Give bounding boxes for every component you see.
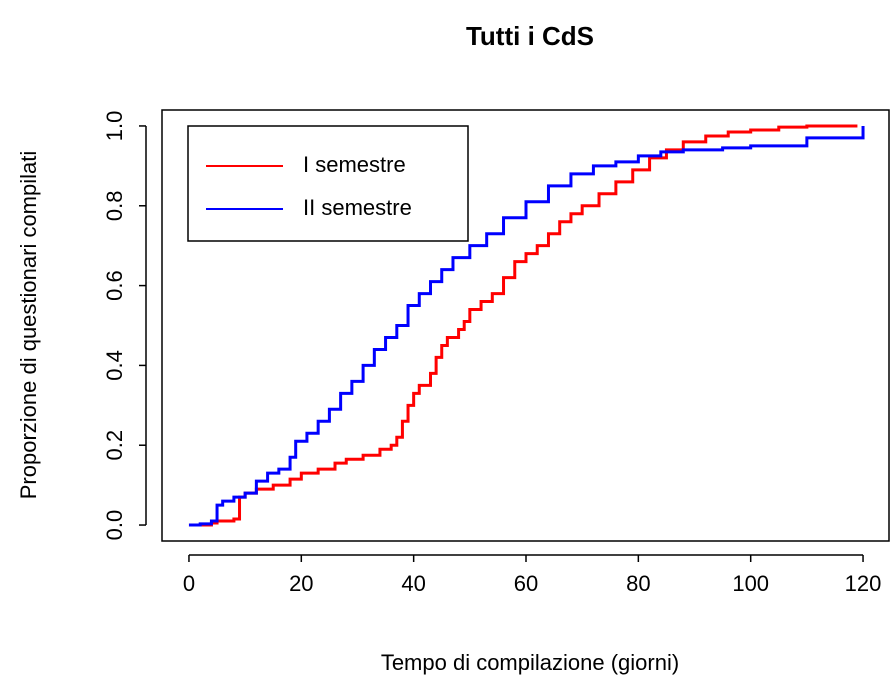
series-line bbox=[188, 125, 865, 527]
x-tick-label: 20 bbox=[289, 571, 313, 596]
x-tick-label: 0 bbox=[183, 571, 195, 596]
legend-label: II semestre bbox=[303, 195, 412, 220]
x-tick-label: 40 bbox=[401, 571, 425, 596]
y-axis-label: Proporzione di questionari compilati bbox=[16, 151, 41, 500]
y-tick-label: 0.0 bbox=[102, 510, 127, 541]
y-tick-label: 0.2 bbox=[102, 430, 127, 461]
x-axis-label: Tempo di compilazione (giorni) bbox=[381, 650, 679, 675]
series-line bbox=[188, 124, 858, 527]
plot-box bbox=[161, 109, 890, 542]
x-tick-label: 60 bbox=[514, 571, 538, 596]
y-tick-label: 0.4 bbox=[102, 350, 127, 381]
x-tick-label: 100 bbox=[732, 571, 769, 596]
y-tick-label: 1.0 bbox=[102, 111, 127, 142]
legend-label: I semestre bbox=[303, 152, 406, 177]
y-tick-label: 0.6 bbox=[102, 270, 127, 301]
y-tick-label: 0.8 bbox=[102, 190, 127, 221]
x-tick-label: 80 bbox=[626, 571, 650, 596]
chart-title: Tutti i CdS bbox=[466, 21, 594, 51]
legend-box bbox=[187, 125, 469, 242]
x-tick-label: 120 bbox=[845, 571, 882, 596]
